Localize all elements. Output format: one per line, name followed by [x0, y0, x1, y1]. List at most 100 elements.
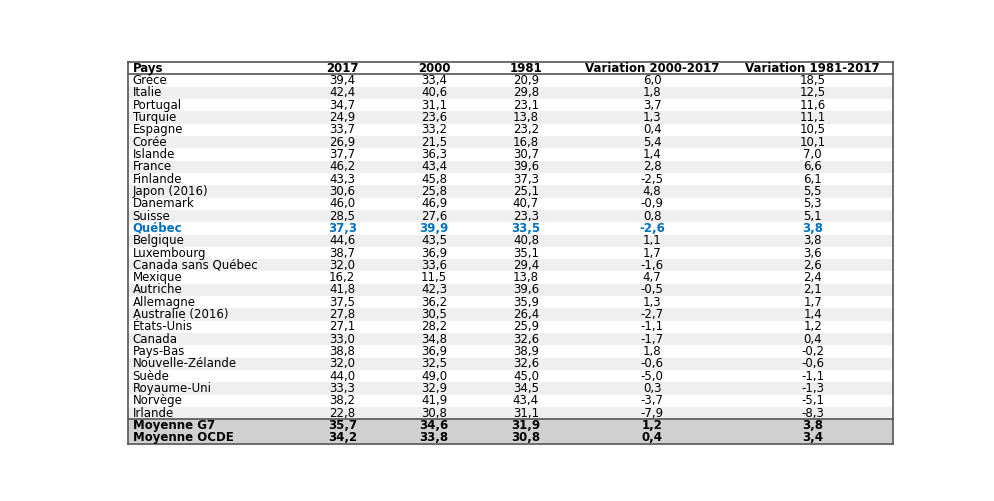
Bar [128, 87, 893, 99]
Text: -5,0: -5,0 [641, 370, 664, 383]
Text: 18,5: 18,5 [800, 74, 826, 87]
Text: Suède: Suède [133, 370, 170, 383]
Text: 32,0: 32,0 [329, 357, 355, 370]
Text: 6,0: 6,0 [643, 74, 661, 87]
Text: 36,9: 36,9 [421, 246, 447, 260]
Bar [128, 210, 893, 222]
Text: Espagne: Espagne [133, 123, 183, 136]
Text: 33,8: 33,8 [419, 431, 448, 444]
Text: 38,8: 38,8 [329, 345, 355, 358]
Text: -1,7: -1,7 [640, 333, 664, 346]
Text: 46,0: 46,0 [329, 197, 355, 210]
Bar [128, 111, 893, 124]
Text: 37,7: 37,7 [329, 148, 355, 161]
Text: Suisse: Suisse [133, 209, 171, 222]
Text: 43,3: 43,3 [329, 172, 355, 185]
Text: 44,0: 44,0 [329, 370, 355, 383]
Text: 30,8: 30,8 [421, 407, 447, 420]
Bar [128, 124, 893, 136]
Text: 1,3: 1,3 [643, 111, 661, 124]
Text: Danemark: Danemark [133, 197, 195, 210]
Bar [128, 148, 893, 161]
Text: 32,6: 32,6 [513, 357, 539, 370]
Text: 26,4: 26,4 [513, 308, 539, 321]
Bar [128, 99, 893, 111]
Bar [128, 272, 893, 284]
Text: 10,5: 10,5 [800, 123, 826, 136]
Text: -0,5: -0,5 [641, 284, 664, 297]
Text: -0,2: -0,2 [801, 345, 824, 358]
Bar [128, 419, 893, 432]
Text: 31,1: 31,1 [513, 407, 539, 420]
Text: 1,4: 1,4 [803, 308, 822, 321]
Bar [128, 321, 893, 333]
Text: 11,1: 11,1 [799, 111, 826, 124]
Text: 34,8: 34,8 [421, 333, 447, 346]
Text: 2000: 2000 [417, 62, 450, 75]
Text: Québec: Québec [133, 222, 182, 235]
Text: 7,0: 7,0 [803, 148, 822, 161]
Text: 1,8: 1,8 [643, 345, 661, 358]
Text: 40,6: 40,6 [421, 86, 447, 99]
Text: -0,9: -0,9 [640, 197, 664, 210]
Text: 27,1: 27,1 [329, 321, 356, 334]
Text: -5,1: -5,1 [801, 394, 824, 407]
Bar [128, 259, 893, 272]
Bar [128, 234, 893, 247]
Text: 43,4: 43,4 [421, 160, 447, 173]
Text: Pays-Bas: Pays-Bas [133, 345, 185, 358]
Text: 36,2: 36,2 [421, 296, 447, 309]
Text: 1,2: 1,2 [803, 321, 822, 334]
Text: Grèce: Grèce [133, 74, 167, 87]
Text: 6,1: 6,1 [803, 172, 822, 185]
Text: -1,1: -1,1 [801, 370, 824, 383]
Bar [128, 74, 893, 87]
Text: 3,4: 3,4 [802, 431, 823, 444]
Text: 32,9: 32,9 [421, 382, 447, 395]
Text: 36,3: 36,3 [421, 148, 447, 161]
Text: 4,7: 4,7 [643, 271, 661, 284]
Bar [128, 197, 893, 210]
Text: 46,2: 46,2 [329, 160, 356, 173]
Text: -3,7: -3,7 [640, 394, 664, 407]
Bar [128, 62, 893, 74]
Text: 3,8: 3,8 [803, 234, 822, 247]
Text: Canada: Canada [133, 333, 178, 346]
Text: 29,8: 29,8 [513, 86, 539, 99]
Text: 2,1: 2,1 [803, 284, 822, 297]
Text: 5,5: 5,5 [803, 185, 822, 198]
Text: 1,1: 1,1 [643, 234, 661, 247]
Bar [128, 309, 893, 321]
Text: -0,6: -0,6 [801, 357, 824, 370]
Text: 28,2: 28,2 [421, 321, 447, 334]
Text: 1,3: 1,3 [643, 296, 661, 309]
Text: Irlande: Irlande [133, 407, 174, 420]
Text: 28,5: 28,5 [329, 209, 355, 222]
Text: Variation 1981-2017: Variation 1981-2017 [746, 62, 880, 75]
Text: -7,9: -7,9 [640, 407, 664, 420]
Text: Autriche: Autriche [133, 284, 183, 297]
Text: 1,7: 1,7 [643, 246, 661, 260]
Text: 0,8: 0,8 [643, 209, 661, 222]
Text: 10,1: 10,1 [800, 136, 826, 149]
Text: 42,3: 42,3 [421, 284, 447, 297]
Text: 36,9: 36,9 [421, 345, 447, 358]
Text: Corée: Corée [133, 136, 167, 149]
Text: Nouvelle-Zélande: Nouvelle-Zélande [133, 357, 237, 370]
Bar [128, 358, 893, 370]
Text: 27,8: 27,8 [329, 308, 355, 321]
Text: 42,4: 42,4 [329, 86, 356, 99]
Text: 30,6: 30,6 [329, 185, 355, 198]
Bar [128, 185, 893, 197]
Text: 39,6: 39,6 [513, 160, 539, 173]
Text: 33,0: 33,0 [329, 333, 355, 346]
Bar [128, 161, 893, 173]
Text: Japon (2016): Japon (2016) [133, 185, 209, 198]
Text: États-Unis: États-Unis [133, 321, 193, 334]
Text: -1,6: -1,6 [640, 259, 664, 272]
Text: 49,0: 49,0 [421, 370, 447, 383]
Text: 39,6: 39,6 [513, 284, 539, 297]
Text: 33,5: 33,5 [511, 222, 541, 235]
Text: 31,1: 31,1 [421, 99, 447, 112]
Text: 4,8: 4,8 [643, 185, 661, 198]
